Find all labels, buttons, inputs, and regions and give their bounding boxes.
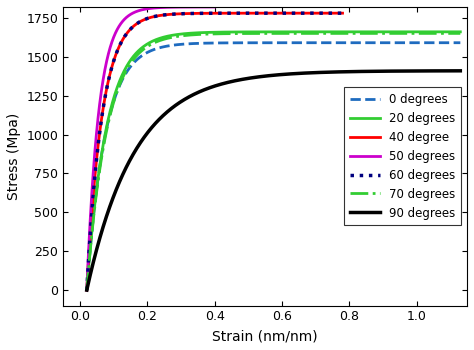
50 degrees xyxy=(194,5,200,9)
Line: 40 degree: 40 degree xyxy=(87,13,343,290)
50 degrees xyxy=(165,5,171,9)
60 degrees xyxy=(247,11,253,15)
40 degree xyxy=(100,110,105,114)
Legend: 0 degrees, 20 degrees, 40 degree, 50 degrees, 60 degrees, 70 degrees, 90 degrees: 0 degrees, 20 degrees, 40 degree, 50 deg… xyxy=(344,87,461,225)
90 degrees xyxy=(322,70,328,75)
70 degrees xyxy=(406,31,411,35)
Line: 50 degrees: 50 degrees xyxy=(87,7,215,290)
0 degrees xyxy=(107,113,112,118)
50 degrees xyxy=(92,152,98,156)
40 degree xyxy=(247,11,253,15)
70 degrees xyxy=(367,31,373,35)
Line: 60 degrees: 60 degrees xyxy=(87,13,343,290)
20 degrees xyxy=(322,30,328,34)
Line: 0 degrees: 0 degrees xyxy=(87,43,460,290)
Line: 20 degrees: 20 degrees xyxy=(87,32,460,290)
90 degrees xyxy=(457,69,463,73)
60 degrees xyxy=(84,288,90,292)
0 degrees xyxy=(310,41,316,45)
70 degrees xyxy=(457,31,463,35)
60 degrees xyxy=(340,11,346,15)
X-axis label: Strain (nm/nm): Strain (nm/nm) xyxy=(212,329,318,343)
70 degrees xyxy=(310,31,316,35)
60 degrees xyxy=(232,11,238,15)
50 degrees xyxy=(84,288,90,292)
50 degrees xyxy=(181,5,187,9)
0 degrees xyxy=(367,41,373,45)
60 degrees xyxy=(304,11,310,15)
90 degrees xyxy=(310,71,316,75)
70 degrees xyxy=(107,115,112,119)
60 degrees xyxy=(100,110,105,114)
70 degrees xyxy=(301,31,307,35)
20 degrees xyxy=(367,30,373,34)
40 degree xyxy=(340,11,346,15)
20 degrees xyxy=(301,30,307,34)
60 degrees xyxy=(278,11,283,15)
60 degrees xyxy=(239,11,245,15)
40 degree xyxy=(239,11,245,15)
70 degrees xyxy=(84,288,90,292)
Line: 70 degrees: 70 degrees xyxy=(87,33,460,290)
50 degrees xyxy=(162,5,167,9)
90 degrees xyxy=(367,69,373,73)
0 degrees xyxy=(84,288,90,292)
20 degrees xyxy=(84,288,90,292)
20 degrees xyxy=(310,30,316,34)
90 degrees xyxy=(107,205,112,209)
50 degrees xyxy=(158,6,164,10)
40 degree xyxy=(304,11,310,15)
50 degrees xyxy=(212,5,218,9)
40 degree xyxy=(84,288,90,292)
20 degrees xyxy=(457,30,463,34)
0 degrees xyxy=(301,41,307,45)
0 degrees xyxy=(406,41,411,45)
20 degrees xyxy=(406,30,411,34)
0 degrees xyxy=(322,41,328,45)
40 degree xyxy=(232,11,238,15)
20 degrees xyxy=(107,111,112,115)
90 degrees xyxy=(406,69,411,73)
0 degrees xyxy=(457,41,463,45)
Line: 90 degrees: 90 degrees xyxy=(87,71,460,290)
90 degrees xyxy=(84,288,90,292)
Y-axis label: Stress (Mpa): Stress (Mpa) xyxy=(7,113,21,200)
40 degree xyxy=(278,11,283,15)
70 degrees xyxy=(322,31,328,35)
90 degrees xyxy=(301,71,307,75)
